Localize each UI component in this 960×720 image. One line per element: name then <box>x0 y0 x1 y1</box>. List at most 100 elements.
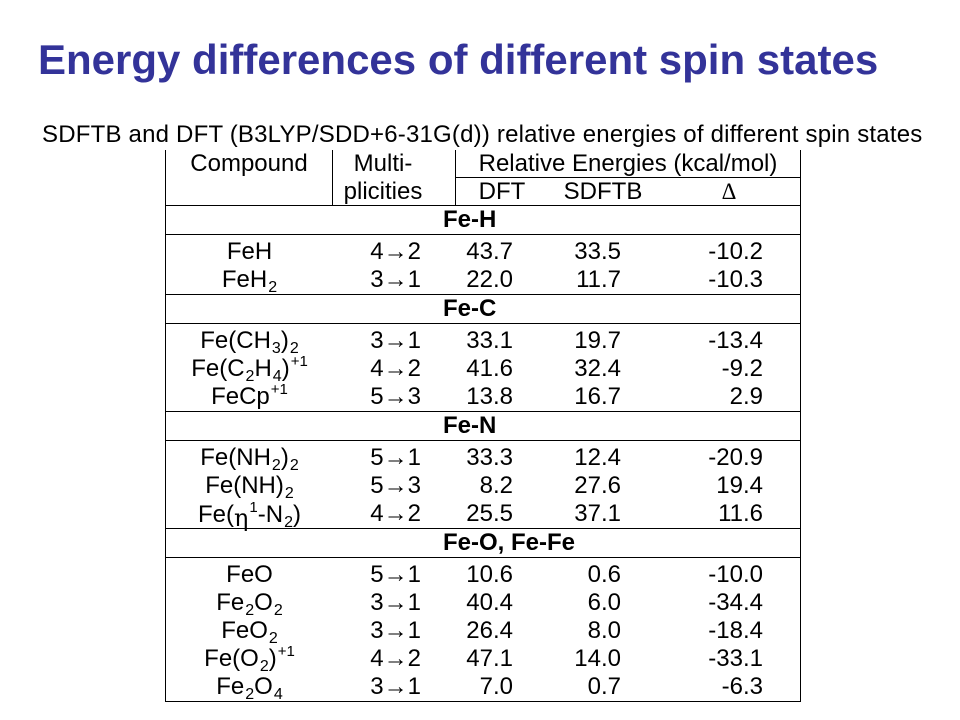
multiplicity-value: 3→1 <box>370 617 421 644</box>
section-rows: FeH 4→2 43.7 33.5 -10.2 FeH2 3→1 22.0 11.7 -10.3 <box>166 235 800 296</box>
formula-text: ) <box>280 327 289 354</box>
formula-text: ) <box>281 355 290 382</box>
formula-text: FeO <box>226 561 273 588</box>
dft-energy: 26.4 <box>466 617 513 644</box>
table-row: Fe(NH2)2 5→1 33.3 12.4 -20.9 <box>166 444 800 474</box>
compound-cell: Fe(NH)2 <box>166 472 333 502</box>
energy-difference: 2.9 <box>729 383 763 410</box>
multiplicity-value: 5→1 <box>370 561 421 588</box>
dft-header: DFT <box>478 178 526 205</box>
table-row: FeH2 3→1 22.0 11.7 -10.3 <box>166 266 800 296</box>
sdftb-energy: 0.6 <box>587 561 621 588</box>
table-section: Fe-O, Fe-Fe FeO 5→1 10.6 0.6 -10.0 Fe2O2 3→1 40.… <box>166 529 800 703</box>
multiplicity-value: 5→3 <box>370 383 421 410</box>
compound-header: Compound <box>166 150 333 205</box>
subscript: 2 <box>259 658 269 675</box>
energy-difference: 11.6 <box>718 500 763 527</box>
sdftb-energy: 12.4 <box>574 444 621 471</box>
sdftb-energy: 19.7 <box>574 327 621 354</box>
superscript: +1 <box>290 353 308 370</box>
compound-cell: FeCp+1 <box>166 381 333 411</box>
compound-cell: Fe2O2 <box>166 589 333 619</box>
formula-text: Fe <box>216 589 245 616</box>
dft-energy: 33.3 <box>466 444 513 471</box>
table-row: Fe2O2 3→1 40.4 6.0 -34.4 <box>166 589 800 619</box>
section-label: Fe-O, Fe-Fe <box>166 529 800 558</box>
compound-cell: Fe(C2H4)+1 <box>166 353 333 385</box>
formula-text: ) <box>268 645 277 672</box>
subscript: 4 <box>273 686 283 703</box>
table-row: FeCp+1 5→3 13.8 16.7 2.9 <box>166 381 800 411</box>
formula-text: Fe(NH) <box>205 472 284 499</box>
table-header: Compound Multi- plicities Relative Energ… <box>166 150 800 206</box>
subscript: 2 <box>273 602 283 619</box>
energy-difference: -10.3 <box>708 266 763 293</box>
sdftb-energy: 37.1 <box>574 500 621 527</box>
dft-energy: 43.7 <box>466 238 513 265</box>
formula-text: O <box>254 589 273 616</box>
formula-text: Fe(CH <box>200 327 271 354</box>
sdftb-energy: 0.7 <box>587 673 621 700</box>
dft-energy: 10.6 <box>466 561 513 588</box>
spin-state-energy-table: Compound Multi- plicities Relative Energ… <box>165 150 801 703</box>
formula-text: Fe <box>216 673 245 700</box>
formula-text: O <box>254 673 273 700</box>
dft-energy: 7.0 <box>479 673 513 700</box>
dft-energy: 8.2 <box>479 472 513 499</box>
formula-text: Fe(C <box>191 355 245 382</box>
formula-text: Fe(O <box>204 645 259 672</box>
energy-difference: 19.4 <box>716 472 763 499</box>
formula-text: FeH <box>221 266 268 293</box>
sdftb-header: SDFTB <box>563 178 643 205</box>
multiplicity-value: 3→1 <box>370 327 421 354</box>
subscript: 2 <box>268 630 278 647</box>
section-label: Fe-H <box>166 206 800 235</box>
subscript: 2 <box>245 686 255 703</box>
formula-text: Fe(NH <box>200 444 271 471</box>
sdftb-energy: 33.5 <box>574 238 621 265</box>
compound-cell: Fe2O4 <box>166 673 333 703</box>
subscript: 4 <box>272 368 282 385</box>
multiplicities-header-line2: plicities <box>343 178 423 205</box>
formula-text: FeO <box>221 617 268 644</box>
multiplicity-value: 5→3 <box>370 472 421 499</box>
table-section: Fe-C Fe(CH3)2 3→1 33.1 19.7 -13.4 Fe(C2H4)+1 4→… <box>166 295 800 412</box>
formula-text: H <box>254 355 272 382</box>
subscript: 2 <box>245 368 255 385</box>
section-rows: Fe(NH2)2 5→1 33.3 12.4 -20.9 Fe(NH)2 5→3 8.2 27.… <box>166 441 800 532</box>
compound-cell: FeH <box>166 238 333 266</box>
subscript: 2 <box>245 602 255 619</box>
subscript: 2 <box>271 457 281 474</box>
multiplicity-value: 3→1 <box>370 673 421 700</box>
superscript: +1 <box>277 643 295 660</box>
multiplicities-header-line1: Multi- <box>353 150 413 177</box>
compound-cell: Fe(η1-N2) <box>166 499 333 532</box>
multiplicity-value: 4→2 <box>370 238 421 265</box>
table-row: Fe(C2H4)+1 4→2 41.6 32.4 -9.2 <box>166 353 800 385</box>
formula-text: Fe( <box>198 501 235 528</box>
dft-energy: 40.4 <box>466 589 513 616</box>
table-caption: SDFTB and DFT (B3LYP/SDD+6-31G(d)) relat… <box>42 121 923 148</box>
multiplicity-value: 3→1 <box>370 266 421 293</box>
table-section: Fe-H FeH 4→2 43.7 33.5 -10.2 FeH2 3→1 22.0 11.7 -1… <box>166 206 800 296</box>
energy-difference: -20.9 <box>708 444 763 471</box>
dft-energy: 47.1 <box>466 645 513 672</box>
relative-energies-header: Relative Energies (kcal/mol) DFT SDFTB Δ <box>456 150 800 205</box>
dft-energy: 33.1 <box>466 327 513 354</box>
compound-cell: Fe(NH2)2 <box>166 444 333 474</box>
subscript: 2 <box>289 457 299 474</box>
multiplicity-value: 3→1 <box>370 589 421 616</box>
table-row: Fe(CH3)2 3→1 33.1 19.7 -13.4 <box>166 327 800 357</box>
sdftb-energy: 6.0 <box>587 589 621 616</box>
multiplicities-header: Multi- plicities <box>333 150 456 205</box>
dft-energy: 13.8 <box>466 383 513 410</box>
section-rows: Fe(CH3)2 3→1 33.1 19.7 -13.4 Fe(C2H4)+1 4→2 41.… <box>166 324 800 412</box>
section-rows: FeO 5→1 10.6 0.6 -10.0 Fe2O2 3→1 40.4 6.0 -34.4 Fe… <box>166 558 800 703</box>
formula-text: -N <box>257 501 284 528</box>
compound-cell: FeH2 <box>166 266 333 296</box>
energy-difference: -18.4 <box>708 617 763 644</box>
table-row: Fe(O2)+1 4→2 47.1 14.0 -33.1 <box>166 643 800 675</box>
dft-energy: 25.5 <box>466 500 513 527</box>
energy-difference: -13.4 <box>708 327 763 354</box>
formula-text: FeH <box>226 238 273 265</box>
